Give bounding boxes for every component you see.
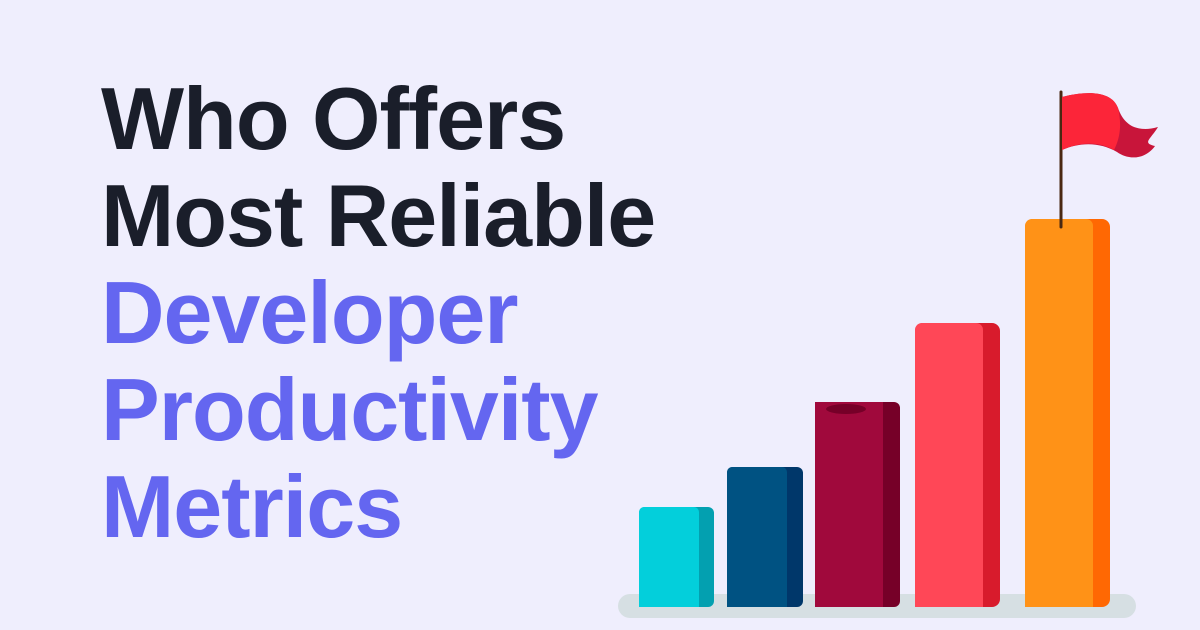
headline-line-3: Developer (101, 263, 519, 362)
bar-2 (727, 467, 803, 607)
headline-line-5: Metrics (101, 457, 403, 556)
bar-4 (915, 323, 1000, 607)
headline-line-4: Productivity (101, 360, 599, 459)
headline-line-2: Most Reliable (101, 166, 656, 265)
bar-3 (815, 402, 900, 607)
headline: Who Offers Most Reliable Developer Produ… (101, 69, 656, 556)
bar-1 (639, 507, 714, 607)
headline-line-1: Who Offers (101, 69, 566, 168)
bar-5 (1025, 219, 1110, 607)
flag-icon (1059, 90, 1158, 229)
